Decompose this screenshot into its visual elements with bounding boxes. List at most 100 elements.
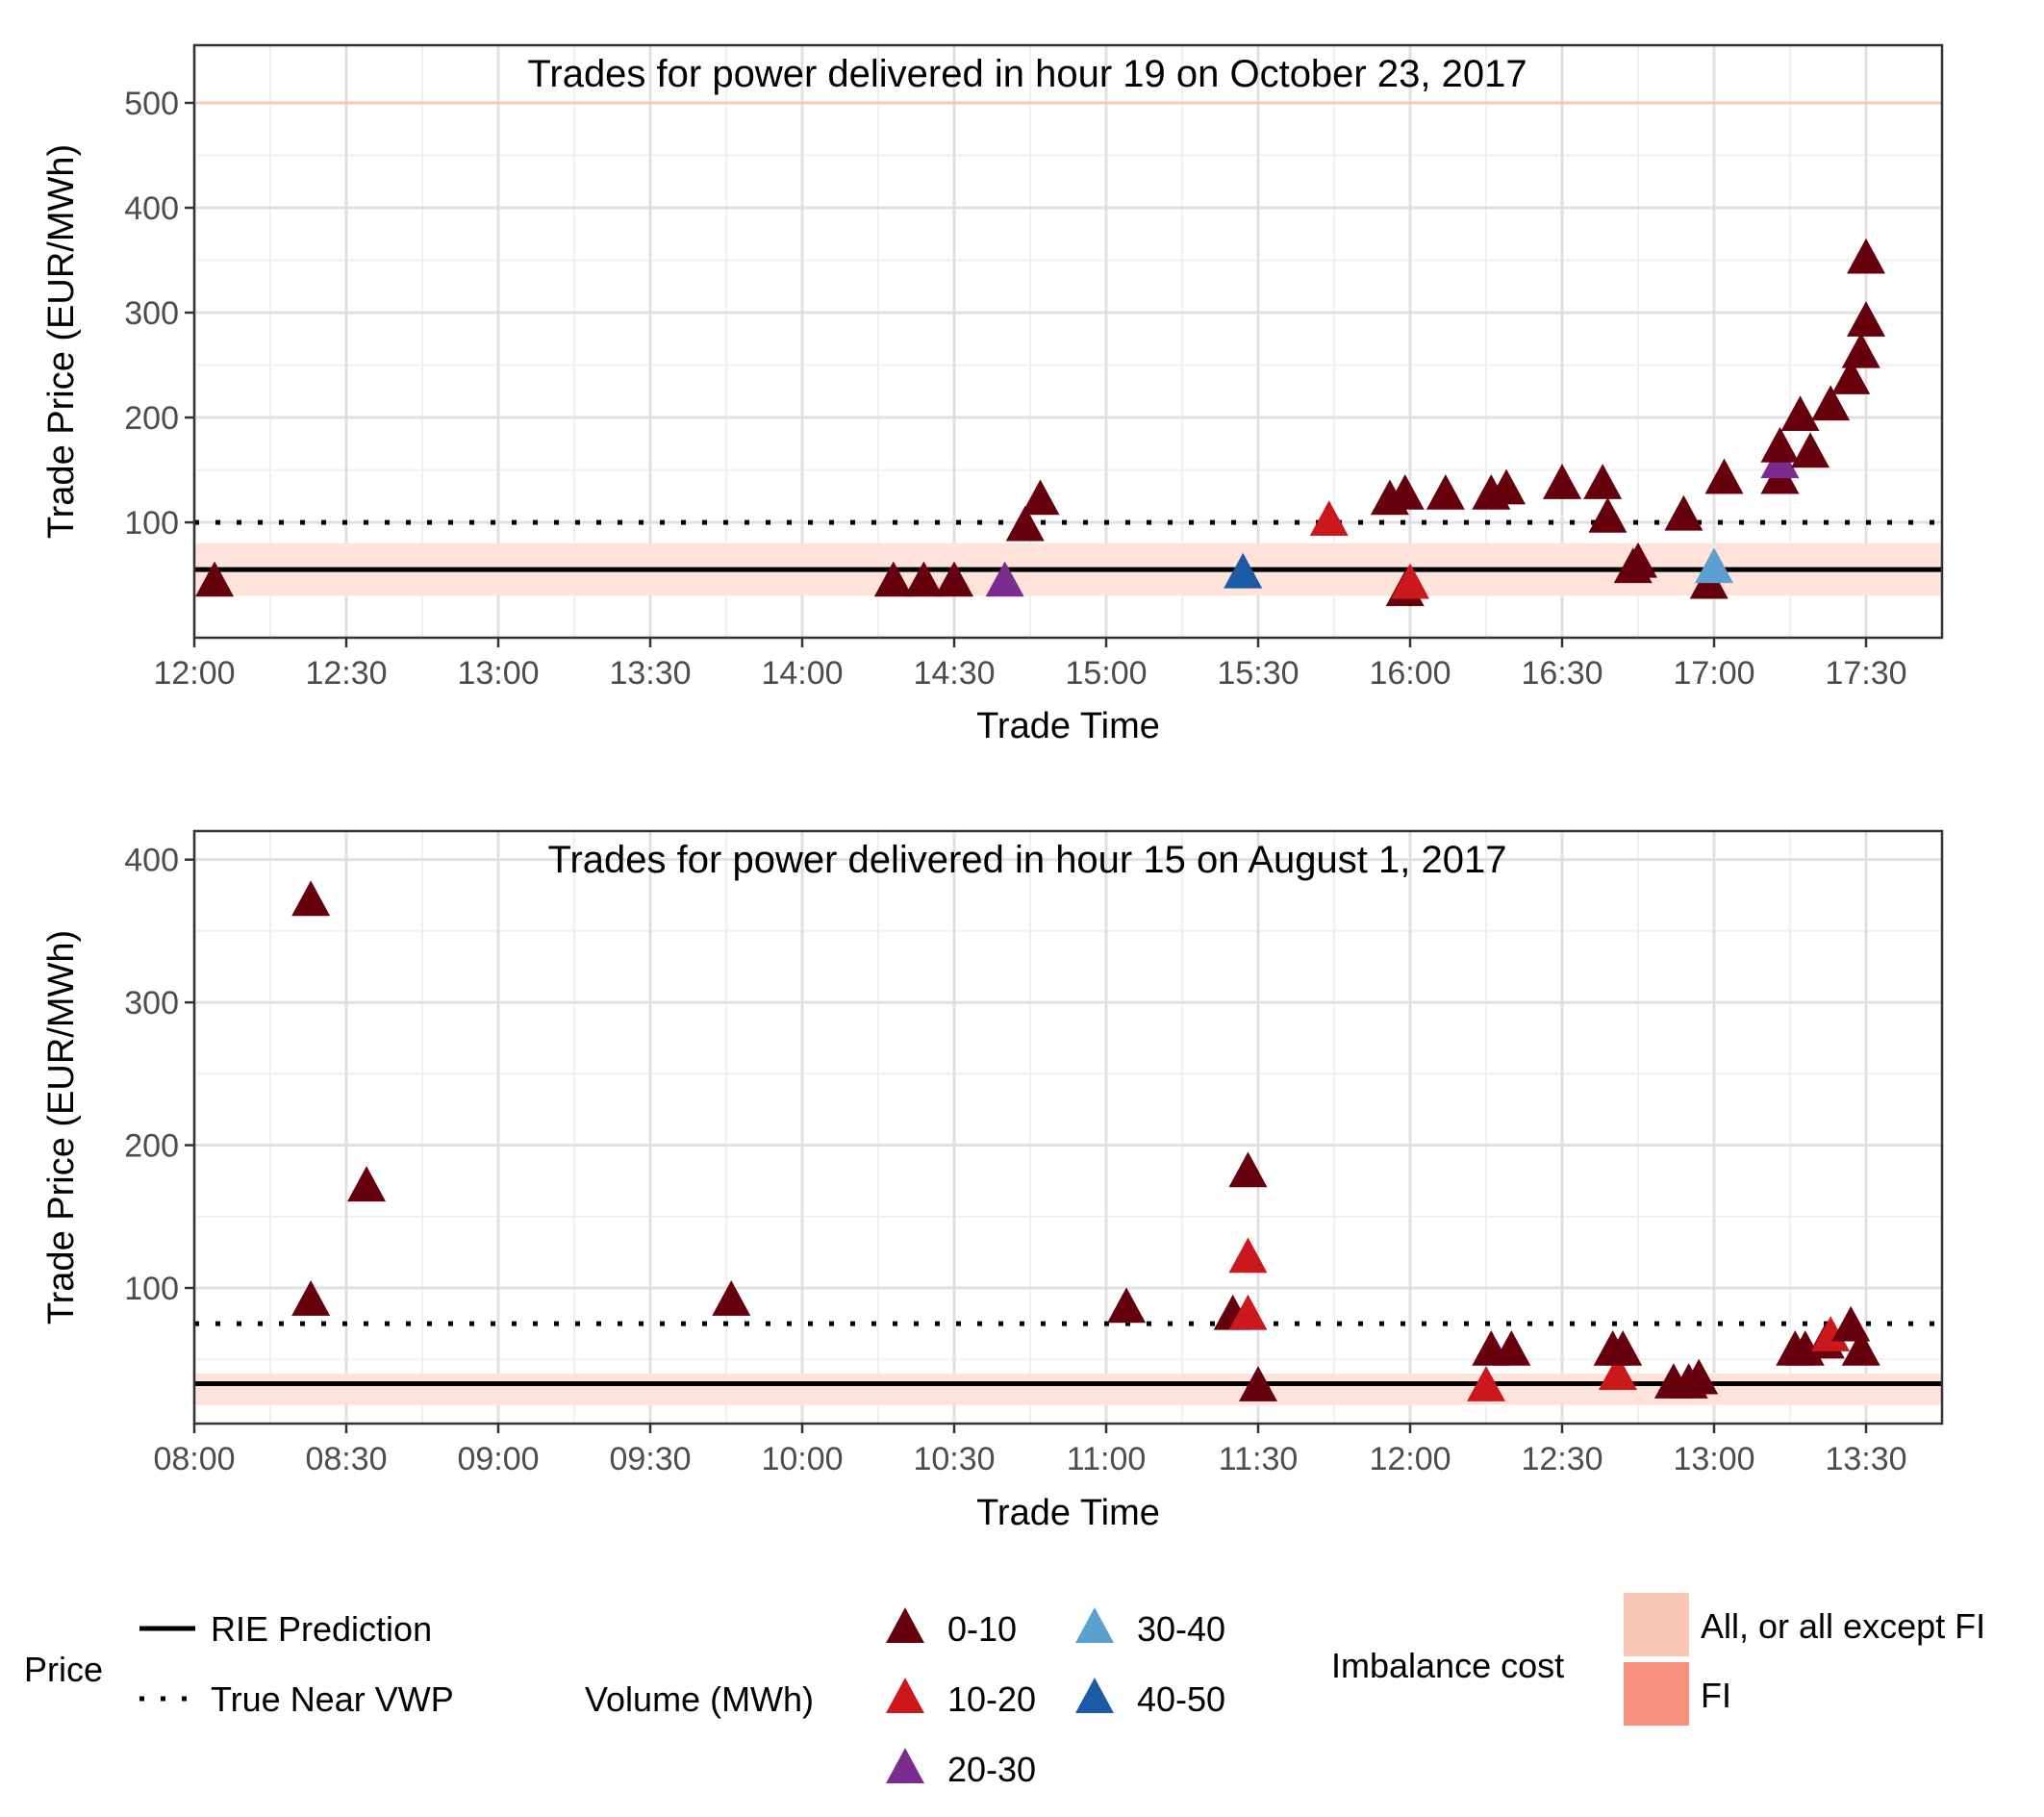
x-tick-label: 15:30 [1217, 655, 1299, 692]
trade-point [1224, 552, 1263, 589]
trade-point [1467, 1366, 1505, 1401]
y-tick-label: 200 [124, 400, 179, 437]
legend-imbalance-title: Imbalance cost [1331, 1646, 1564, 1685]
x-tick-label: 11:00 [1067, 1441, 1147, 1477]
y-axis-title: Trade Price (EUR/MWh) [41, 144, 82, 539]
trade-point [1543, 464, 1581, 499]
x-tick-label: 12:00 [1369, 1441, 1451, 1477]
legend-volume-item-20-30: 20-30 [947, 1750, 1036, 1789]
y-tick-label: 400 [124, 190, 179, 227]
trade-point [1583, 464, 1623, 499]
legend-price-title: Price [24, 1650, 103, 1689]
legend-volume-triangle-20-30 [886, 1748, 924, 1783]
x-tick-label: 14:00 [761, 655, 843, 692]
trade-point [1385, 473, 1425, 510]
y-tick-label: 300 [124, 295, 179, 332]
x-tick-label: 08:00 [153, 1441, 235, 1477]
top-panel: 100 200 300 400 500 12:00 12:30 13:00 13:30 14:00… [41, 43, 1944, 746]
trade-point [904, 561, 944, 597]
trade-point [873, 561, 913, 597]
trade-point [1760, 426, 1800, 463]
legend-volume-triangle-0-10 [886, 1607, 924, 1643]
legend-imbalance: Imbalance cost All, or all except FI FI [1331, 1593, 1985, 1726]
trade-point [1487, 468, 1527, 505]
legend-volume-item-0-10: 0-10 [947, 1609, 1017, 1649]
x-tick-label: 09:30 [609, 1441, 691, 1477]
legend-volume-title: Volume (MWh) [585, 1679, 814, 1719]
legend-volume-item-10-20: 10-20 [947, 1679, 1036, 1719]
x-tick-label: 17:00 [1673, 655, 1754, 692]
x-axis-title: Trade Time [976, 706, 1160, 746]
trade-point [1831, 359, 1871, 394]
x-tick-label: 11:30 [1219, 1441, 1299, 1477]
y-tick-label: 200 [124, 1128, 179, 1165]
legend-imbalance-swatch-all [1624, 1593, 1689, 1656]
bottom-panel: 100 200 300 400 08:00 08:30 09:00 09:30 10:00 10:… [41, 829, 1944, 1533]
x-tick-label: 13:30 [1825, 1441, 1906, 1477]
trade-point [1005, 505, 1045, 542]
legend-price-item-rie: RIE Prediction [211, 1609, 432, 1649]
trade-point [1811, 1316, 1851, 1351]
y-axis-title: Trade Price (EUR/MWh) [41, 930, 82, 1325]
legend-volume: Volume (MWh) 0-10 10-20 20-30 30-40 40-5… [585, 1607, 1225, 1789]
x-tick-label: 17:30 [1825, 655, 1906, 692]
trade-point [1679, 1358, 1719, 1395]
x-tick-label: 14:30 [913, 655, 995, 692]
trade-point [1811, 385, 1851, 421]
trade-point [1426, 473, 1465, 510]
x-tick-label: 16:30 [1521, 655, 1602, 692]
trade-point [1391, 563, 1429, 599]
y-tick-label: 300 [124, 985, 179, 1022]
trade-point [347, 1166, 387, 1202]
legend-volume-triangle-10-20 [886, 1678, 924, 1713]
trade-point [291, 1280, 331, 1316]
trade-point [1847, 238, 1885, 274]
plot-border [192, 43, 1944, 640]
trade-point [1228, 1294, 1268, 1330]
trade-point [1021, 479, 1060, 516]
legend-imbalance-item-all: All, or all except FI [1701, 1606, 1985, 1646]
x-tick-label: 10:30 [913, 1441, 995, 1477]
y-tick-label: 100 [124, 505, 179, 542]
trade-point [1492, 1329, 1531, 1366]
trade-point [1619, 542, 1657, 578]
trade-point [1695, 547, 1733, 584]
trade-point [985, 561, 1024, 597]
trade-point [1107, 1287, 1147, 1324]
trade-point [1228, 1151, 1268, 1188]
chart-title: Trades for power delivered in hour 15 on… [548, 839, 1507, 881]
x-tick-label: 12:30 [1521, 1441, 1602, 1477]
trade-point [1239, 1366, 1277, 1401]
legend-volume-item-30-40: 30-40 [1137, 1609, 1225, 1649]
plot-border [192, 829, 1944, 1426]
trade-point [1228, 1237, 1268, 1274]
trade-point [935, 561, 973, 597]
plot-background [194, 45, 1942, 638]
y-tick-label: 100 [124, 1271, 179, 1307]
y-tick-label: 400 [124, 843, 179, 879]
trade-point [291, 880, 331, 917]
legend-imbalance-item-fi: FI [1701, 1676, 1731, 1715]
x-tick-label: 13:00 [457, 655, 539, 692]
legend-price-item-vwp: True Near VWP [211, 1679, 454, 1719]
y-tick-label: 500 [124, 86, 179, 122]
trade-point [1603, 1329, 1643, 1366]
x-axis-title: Trade Time [976, 1493, 1160, 1533]
x-tick-label: 09:00 [457, 1441, 539, 1477]
chart-title: Trades for power delivered in hour 19 on… [527, 53, 1527, 95]
legend-volume-triangle-30-40 [1075, 1607, 1114, 1643]
trade-point [712, 1280, 751, 1316]
plot-background [194, 831, 1942, 1424]
trade-point [1841, 332, 1880, 368]
trade-point [1664, 494, 1703, 531]
x-tick-label: 16:00 [1369, 655, 1451, 692]
x-tick-label: 12:00 [153, 655, 235, 692]
x-tick-label: 13:30 [609, 655, 691, 692]
x-tick-label: 12:30 [305, 655, 387, 692]
x-tick-label: 13:00 [1673, 1441, 1754, 1477]
x-tick-label: 10:00 [761, 1441, 843, 1477]
legend-volume-triangle-40-50 [1075, 1678, 1114, 1713]
trade-point [195, 561, 235, 597]
